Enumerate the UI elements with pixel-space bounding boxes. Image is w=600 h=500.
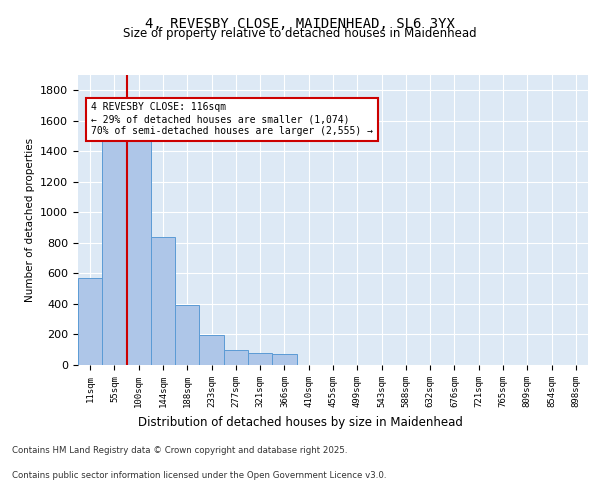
Bar xyxy=(199,335,224,365)
Text: Contains public sector information licensed under the Open Government Licence v3: Contains public sector information licen… xyxy=(12,471,386,480)
Bar xyxy=(224,350,248,365)
Text: Contains HM Land Registry data © Crown copyright and database right 2025.: Contains HM Land Registry data © Crown c… xyxy=(12,446,347,455)
Y-axis label: Number of detached properties: Number of detached properties xyxy=(25,138,35,302)
Bar xyxy=(127,138,151,365)
Bar xyxy=(151,237,175,365)
Text: Distribution of detached houses by size in Maidenhead: Distribution of detached houses by size … xyxy=(137,416,463,429)
Bar xyxy=(248,353,272,365)
Text: Size of property relative to detached houses in Maidenhead: Size of property relative to detached ho… xyxy=(123,28,477,40)
Bar xyxy=(102,138,127,365)
Bar xyxy=(78,278,102,365)
Bar xyxy=(175,306,199,365)
Bar xyxy=(272,354,296,365)
Text: 4, REVESBY CLOSE, MAIDENHEAD, SL6 3YX: 4, REVESBY CLOSE, MAIDENHEAD, SL6 3YX xyxy=(145,18,455,32)
Text: 4 REVESBY CLOSE: 116sqm
← 29% of detached houses are smaller (1,074)
70% of semi: 4 REVESBY CLOSE: 116sqm ← 29% of detache… xyxy=(91,102,373,136)
